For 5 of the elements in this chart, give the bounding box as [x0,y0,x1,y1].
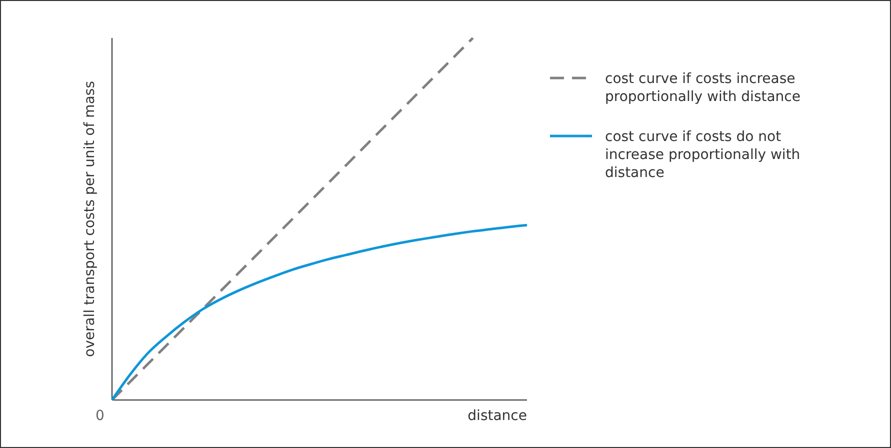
text: 0 [96,408,104,424]
y-axis-title: overall transport costs per unit of mass [82,81,98,357]
legend-label: cost curve if costs increase proportionally with distance [605,71,800,105]
x-axis-title: distance [468,408,527,424]
legend-label: cost curve if costs do not increase proportionally with distance [605,129,800,181]
